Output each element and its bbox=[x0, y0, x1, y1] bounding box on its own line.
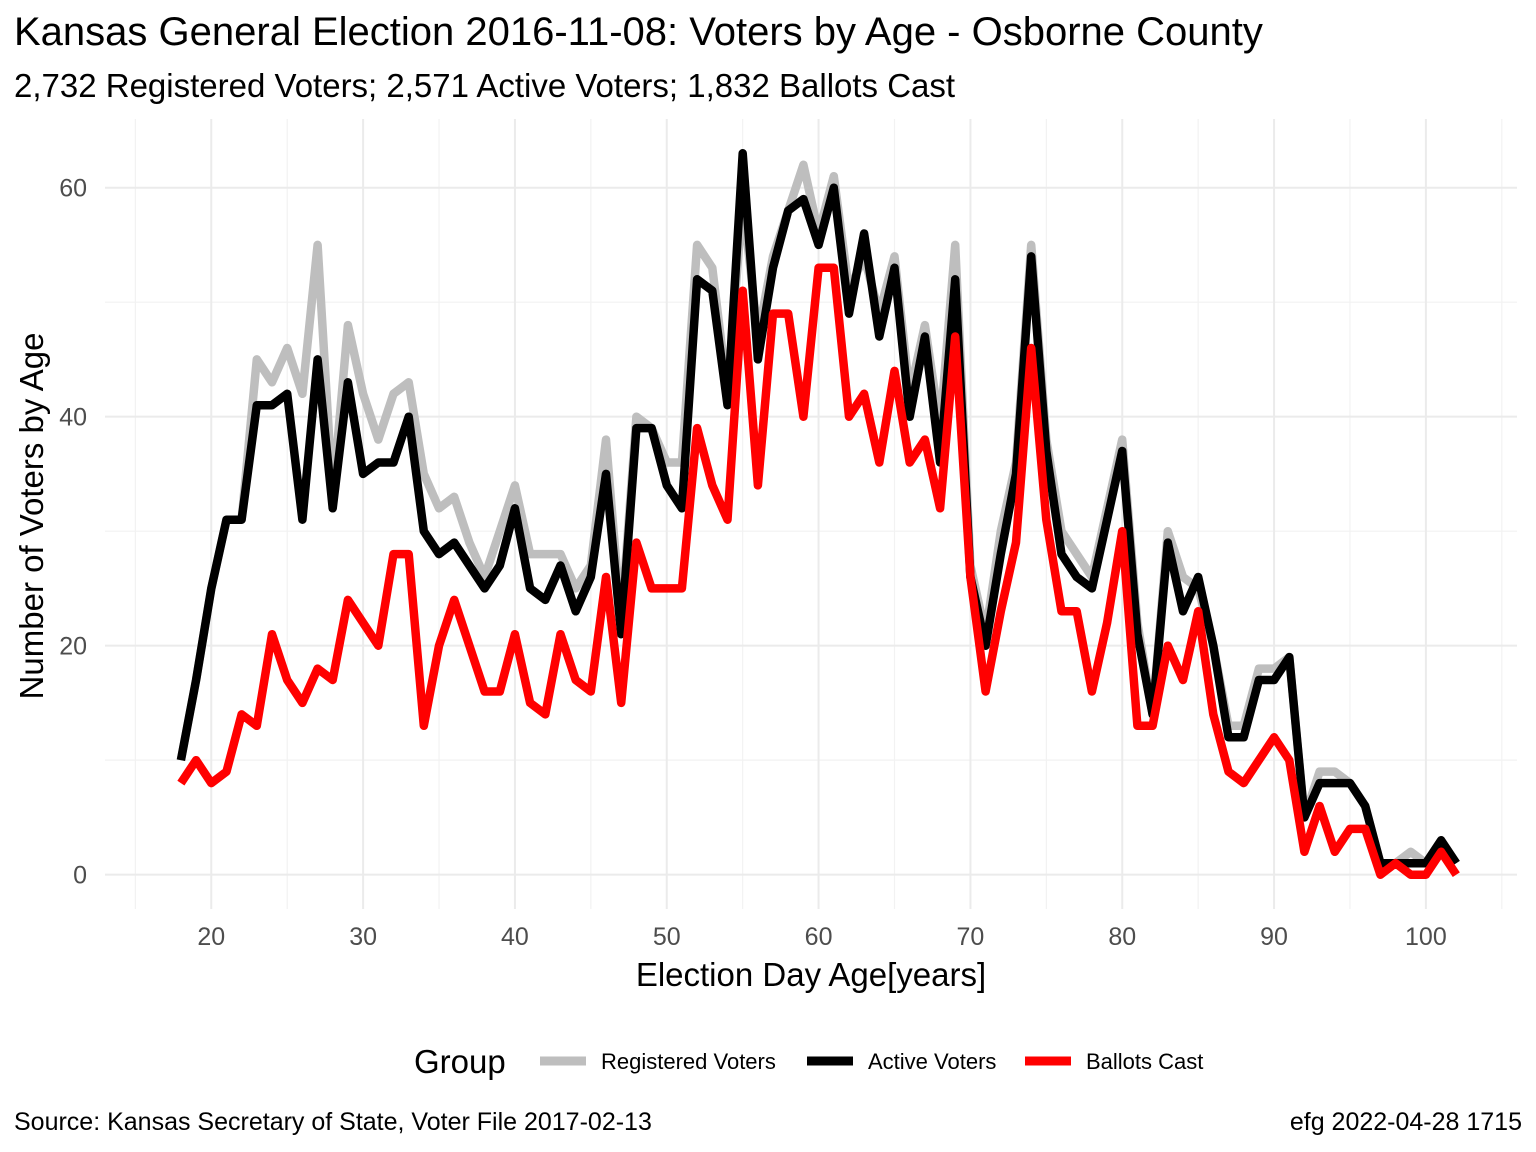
y-tick-label: 0 bbox=[73, 862, 87, 890]
x-tick-label: 60 bbox=[805, 923, 833, 951]
y-tick-label: 60 bbox=[59, 175, 87, 203]
legend-label: Ballots Cast bbox=[1086, 1049, 1203, 1074]
y-tick-label: 40 bbox=[59, 404, 87, 432]
x-tick-label: 30 bbox=[349, 923, 377, 951]
series-line-active-voters bbox=[176, 149, 1460, 868]
x-tick-label: 100 bbox=[1405, 923, 1447, 951]
legend-label: Registered Voters bbox=[601, 1049, 776, 1074]
legend: Group Registered Voters Active Voters Ball… bbox=[414, 1043, 1203, 1080]
chart-subtitle: 2,732 Registered Voters; 2,571 Active Vo… bbox=[14, 67, 956, 104]
series-lines bbox=[176, 149, 1460, 879]
source-caption: Source: Kansas Secretary of State, Voter… bbox=[14, 1108, 652, 1136]
y-tick-label: 20 bbox=[59, 633, 87, 661]
x-tick-label: 70 bbox=[957, 923, 985, 951]
x-tick-label: 80 bbox=[1108, 923, 1136, 951]
author-caption: efg 2022-04-28 1715 bbox=[1289, 1108, 1522, 1136]
x-tick-label: 90 bbox=[1260, 923, 1288, 951]
x-axis-title: Election Day Age[years] bbox=[636, 956, 986, 993]
legend-label: Active Voters bbox=[868, 1049, 996, 1074]
x-axis-tick-labels: 20 30 40 50 60 70 80 90 100 bbox=[197, 923, 1446, 951]
x-tick-label: 50 bbox=[653, 923, 681, 951]
chart-title: Kansas General Election 2016-11-08: Vote… bbox=[14, 10, 1263, 54]
x-tick-label: 20 bbox=[197, 923, 225, 951]
legend-title: Group bbox=[414, 1043, 506, 1080]
y-axis-tick-labels: 0 20 40 60 bbox=[59, 175, 87, 890]
series-line-ballots-cast bbox=[177, 263, 1460, 879]
y-axis-title: Number of Voters by Age bbox=[13, 333, 50, 700]
x-tick-label: 40 bbox=[501, 923, 529, 951]
